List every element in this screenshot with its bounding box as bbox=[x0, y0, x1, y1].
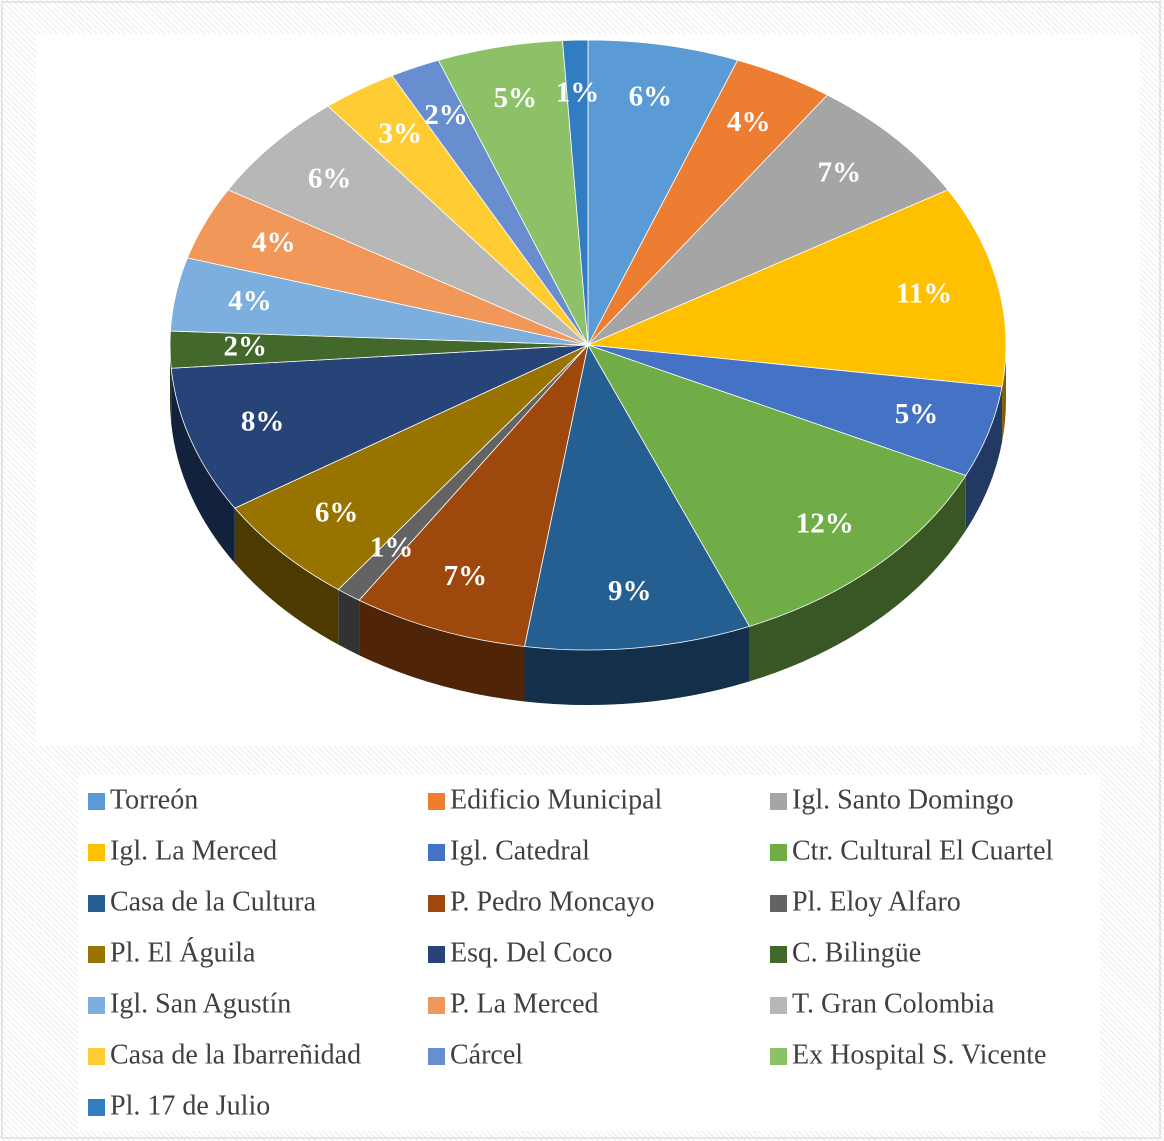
legend-swatch bbox=[88, 895, 105, 912]
data-label: 4% bbox=[727, 106, 771, 138]
data-label: 4% bbox=[252, 227, 296, 259]
legend-swatch bbox=[88, 946, 105, 963]
legend-label: Pl. El Águila bbox=[110, 937, 256, 968]
legend-swatch bbox=[770, 844, 787, 861]
slice bbox=[562, 39, 589, 346]
legend-swatch bbox=[88, 793, 105, 810]
legend-swatch bbox=[770, 895, 787, 912]
legend-swatch bbox=[428, 946, 445, 963]
data-label: 4% bbox=[228, 285, 272, 317]
slice-side bbox=[359, 600, 525, 702]
slice bbox=[358, 343, 589, 647]
data-label: 8% bbox=[241, 405, 285, 437]
legend-swatch bbox=[770, 793, 787, 810]
legend-label: Esq. Del Coco bbox=[450, 937, 613, 968]
data-label: 11% bbox=[896, 277, 952, 309]
slice-side bbox=[965, 386, 1003, 531]
data-label: 1% bbox=[370, 532, 414, 564]
data-label: 6% bbox=[629, 81, 673, 113]
slice-side bbox=[524, 626, 750, 705]
slice bbox=[234, 344, 589, 591]
legend-swatch bbox=[428, 1048, 445, 1065]
slice bbox=[227, 105, 589, 346]
slice-side bbox=[338, 589, 360, 656]
legend-swatch bbox=[428, 793, 445, 810]
legend-label: Igl. La Merced bbox=[110, 835, 277, 866]
legend-label: C. Bilingüe bbox=[792, 937, 921, 968]
data-label: 7% bbox=[444, 560, 488, 592]
data-label: 12% bbox=[796, 508, 854, 540]
legend-label: Igl. Catedral bbox=[450, 835, 590, 866]
data-label: 5% bbox=[895, 398, 939, 430]
data-label: 1% bbox=[556, 77, 600, 109]
legend-label: Casa de la Cultura bbox=[110, 886, 317, 917]
slice bbox=[587, 39, 739, 346]
legend-swatch bbox=[770, 946, 787, 963]
data-label: 6% bbox=[308, 162, 352, 194]
legend-label: P. Pedro Moncayo bbox=[450, 886, 655, 917]
legend-label: P. La Merced bbox=[450, 988, 599, 1019]
legend-label: Ex Hospital S. Vicente bbox=[792, 1039, 1046, 1070]
legend-label: Cárcel bbox=[450, 1039, 523, 1070]
data-label: 3% bbox=[379, 117, 423, 149]
legend-swatch bbox=[428, 997, 445, 1014]
data-label: 6% bbox=[315, 497, 359, 529]
legend-swatch bbox=[770, 1048, 787, 1065]
data-label: 9% bbox=[608, 575, 652, 607]
legend-swatch bbox=[88, 1099, 105, 1116]
legend-label: Igl. San Agustín bbox=[110, 988, 291, 1019]
slice bbox=[587, 94, 949, 346]
legend-swatch bbox=[428, 895, 445, 912]
legend-swatch bbox=[88, 1048, 105, 1065]
legend-swatch bbox=[88, 844, 105, 861]
slice-side bbox=[170, 345, 172, 424]
legend-label: Torreón bbox=[110, 784, 198, 815]
slice-side bbox=[234, 508, 339, 645]
legend-label: Casa de la Ibarreñidad bbox=[110, 1039, 361, 1070]
legend-label: T. Gran Colombia bbox=[792, 988, 995, 1019]
legend-swatch bbox=[770, 997, 787, 1014]
legend-label: Edificio Municipal bbox=[450, 784, 663, 815]
legend-swatch bbox=[88, 997, 105, 1014]
data-label: 5% bbox=[494, 82, 538, 114]
legend-label: Igl. Santo Domingo bbox=[792, 784, 1014, 815]
legend-label: Pl. Eloy Alfaro bbox=[792, 886, 961, 917]
slice-side bbox=[171, 368, 235, 564]
legend-label: Ctr. Cultural El Cuartel bbox=[792, 835, 1054, 866]
slice bbox=[586, 189, 1007, 388]
slice bbox=[587, 344, 967, 627]
legend-label: Pl. 17 de Julio bbox=[110, 1090, 270, 1121]
slice bbox=[524, 343, 751, 651]
data-label: 2% bbox=[424, 99, 468, 131]
data-label: 2% bbox=[224, 330, 268, 362]
legend-swatch bbox=[428, 844, 445, 861]
slice bbox=[170, 344, 589, 509]
legend-area bbox=[78, 775, 1100, 1131]
data-label: 7% bbox=[818, 157, 862, 189]
